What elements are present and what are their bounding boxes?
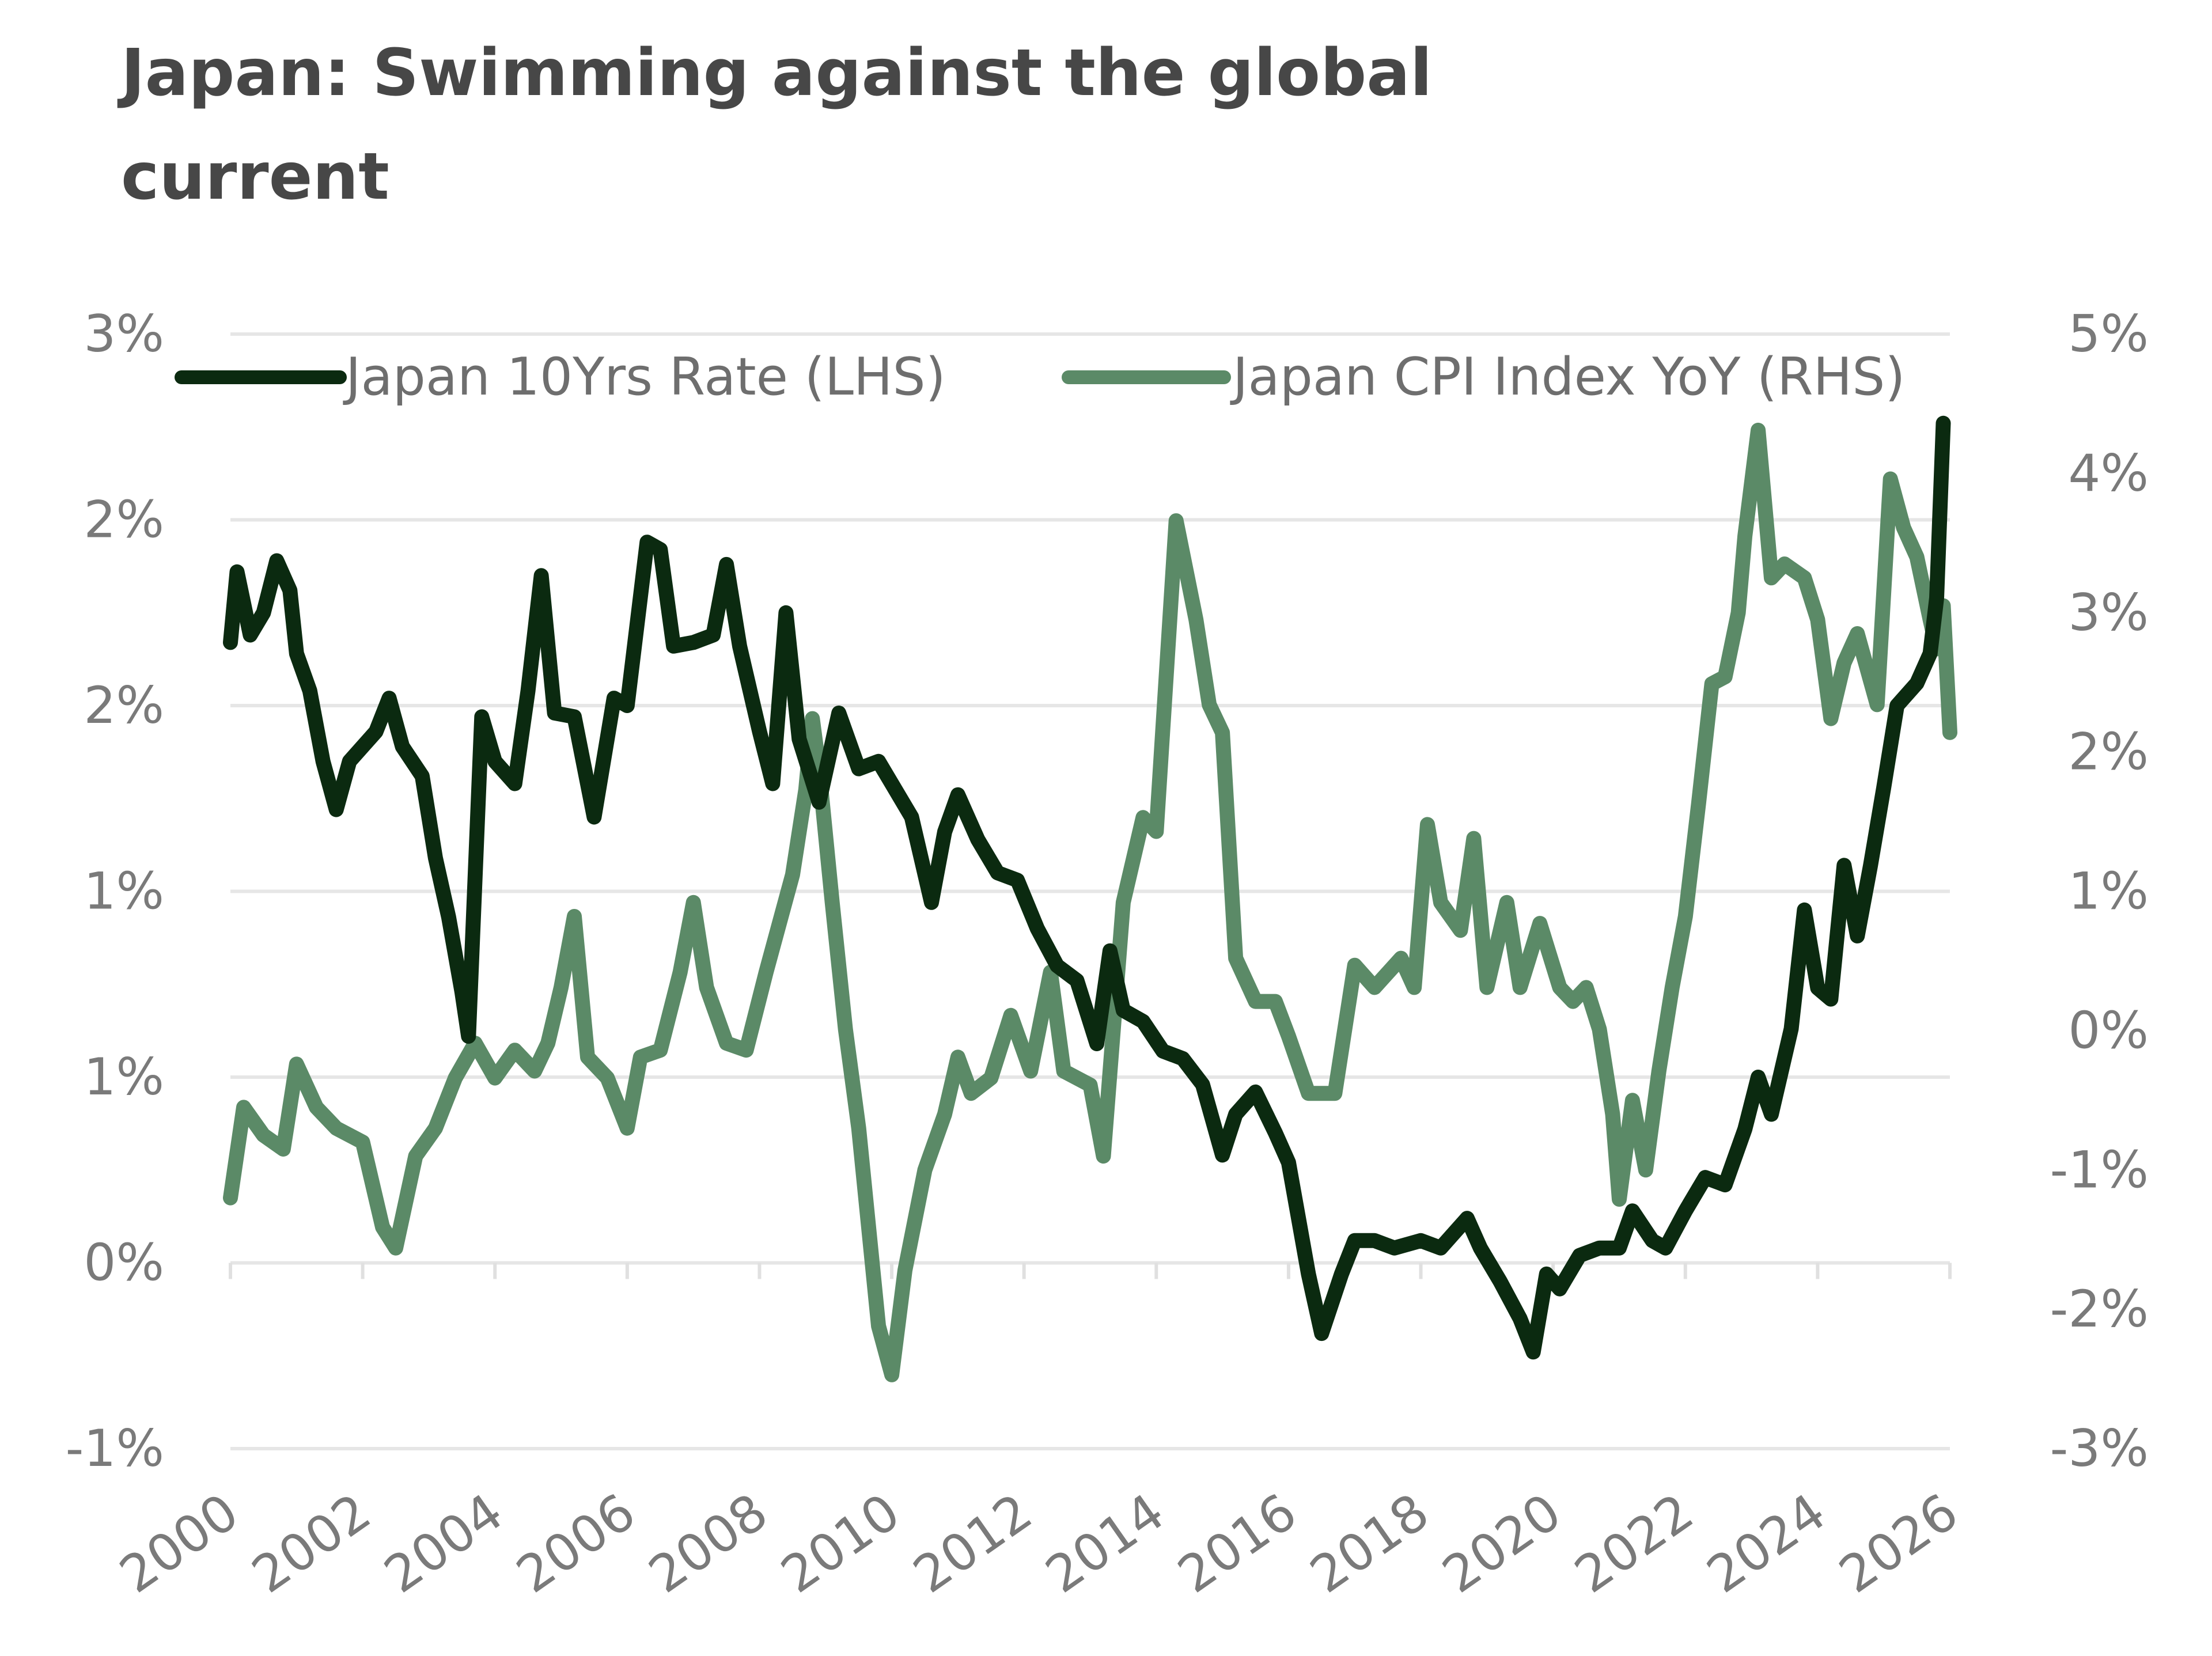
legend-item-cpi: Japan CPI Index YoY (RHS) [1062,347,1906,407]
x-axis: 2000200220042006200820102012201420162018… [109,1482,1969,1605]
legend: Japan 10Yrs Rate (LHS) Japan CPI Index Y… [175,347,1906,407]
right-y-tick-label: 2% [2068,722,2149,782]
x-tick-label: 2014 [1035,1482,1175,1605]
x-tick-label: 2008 [638,1482,778,1605]
series-line-cpi-yoy [223,422,1957,1382]
title-line-2: current [121,139,389,214]
x-tick-label: 2026 [1829,1482,1969,1605]
right-y-tick-label: 3% [2068,583,2149,642]
left-y-tick-label: 0% [84,1233,164,1293]
left-y-tick-label: -1% [66,1419,164,1478]
chart-title: Japan: Swimming against the global curre… [117,36,1432,214]
x-axis-ticks [229,1263,1952,1279]
left-y-tick-label: 2% [84,490,164,550]
x-tick-label: 2002 [241,1482,381,1605]
x-tick-label: 2024 [1696,1482,1836,1605]
x-tick-label: 2012 [903,1482,1043,1605]
legend-item-jgb: Japan 10Yrs Rate (LHS) [175,347,946,407]
left-y-tick-label: 1% [84,862,164,921]
left-y-axis: 3% 2% 2% 1% 1% 0% -1% [66,304,164,1478]
left-y-tick-label: 3% [84,304,164,363]
legend-label-jgb: Japan 10Yrs Rate (LHS) [343,347,946,407]
title-line-1: Japan: Swimming against the global [117,36,1432,111]
x-tick-label: 2022 [1564,1482,1704,1605]
right-y-tick-label: -2% [2050,1279,2149,1339]
series-lines [223,415,1957,1382]
left-y-tick-label: 2% [84,676,164,735]
right-y-tick-label: 1% [2068,862,2149,921]
right-y-tick-label: -3% [2050,1419,2149,1478]
right-y-tick-label: 5% [2068,304,2149,363]
x-tick-label: 2020 [1432,1482,1572,1605]
x-tick-label: 2010 [771,1482,911,1605]
x-tick-label: 2004 [374,1482,514,1605]
right-y-tick-label: 4% [2068,444,2149,503]
series-line-jgb-10y [223,415,1951,1360]
legend-label-cpi: Japan CPI Index YoY (RHS) [1230,347,1906,407]
x-tick-label: 2016 [1167,1482,1307,1605]
right-y-tick-label: 0% [2068,1001,2149,1060]
x-tick-label: 2018 [1300,1482,1440,1605]
left-y-tick-label: 1% [84,1047,164,1106]
right-y-tick-label: -1% [2050,1140,2149,1199]
x-tick-label: 2006 [506,1482,646,1605]
x-tick-label: 2000 [109,1482,249,1605]
right-y-axis: 5% 4% 3% 2% 1% 0% -1% -2% -3% [2050,304,2149,1478]
